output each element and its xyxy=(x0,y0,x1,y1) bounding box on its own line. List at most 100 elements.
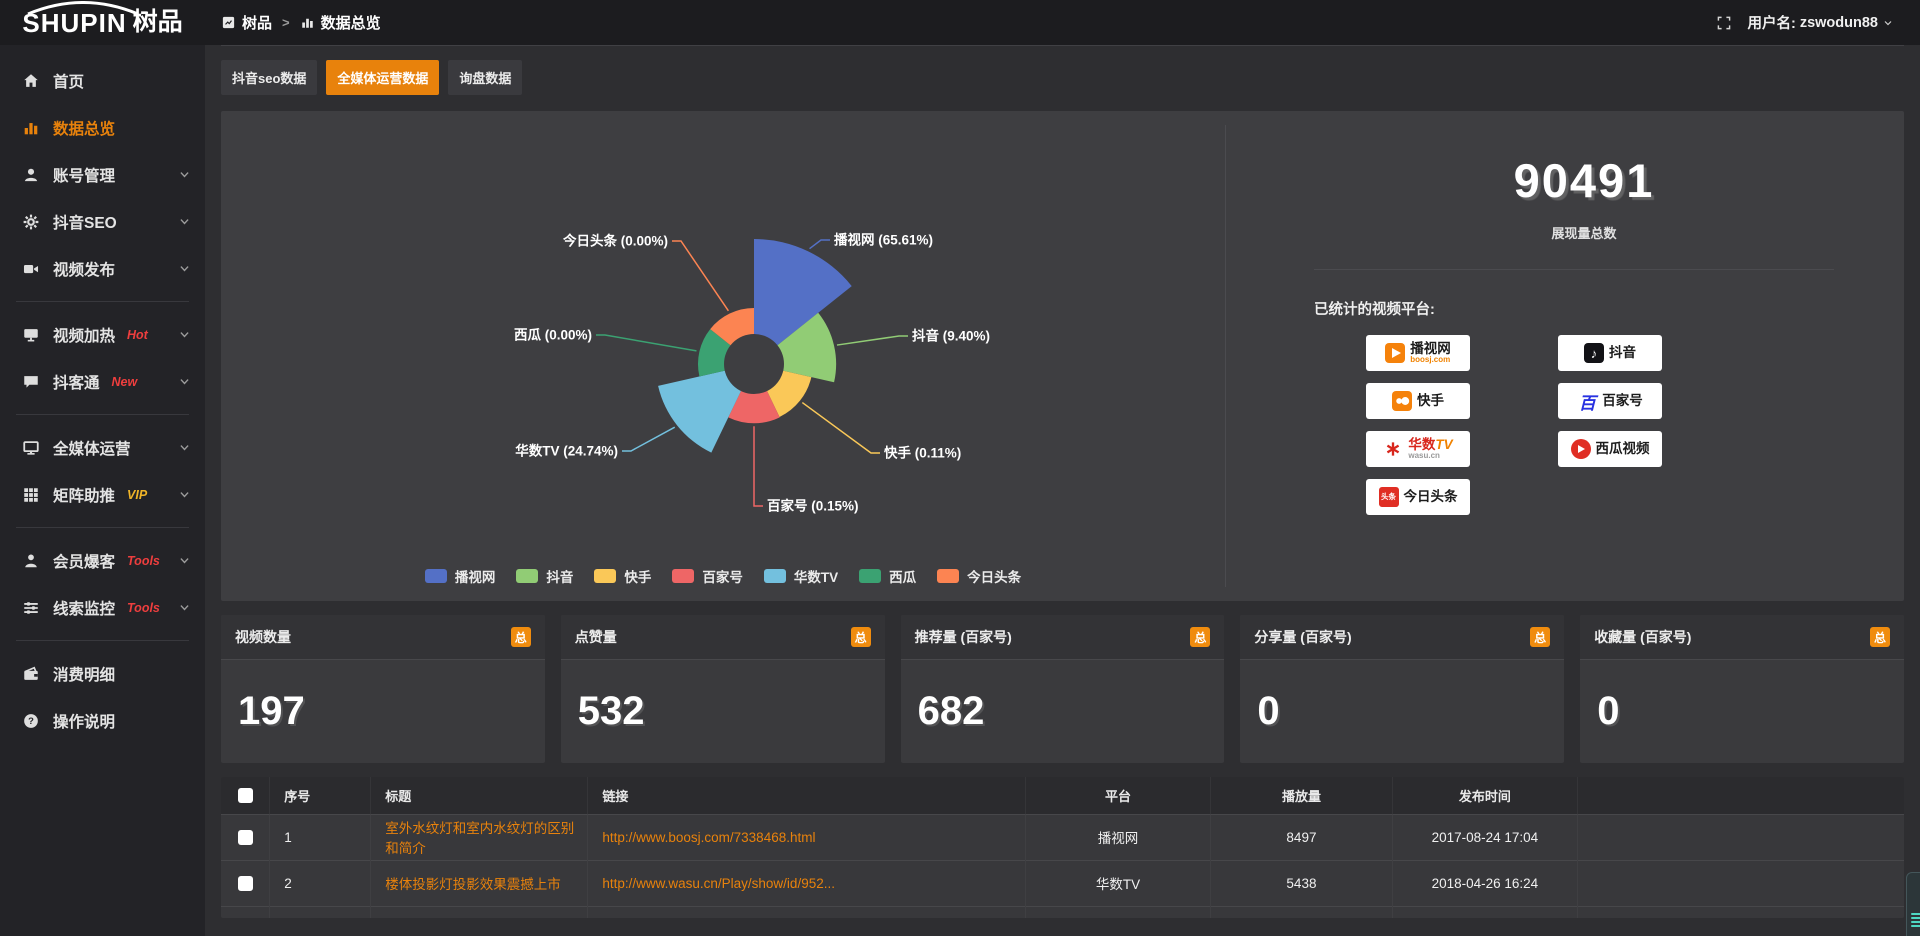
platform-name: 华数TV xyxy=(1408,436,1453,452)
sidebar-item-douketong[interactable]: 抖客通 New xyxy=(0,358,205,405)
row-title[interactable]: 楼体投影灯投影效果震撼上市 xyxy=(370,859,589,906)
row-plays: 5438 xyxy=(1210,859,1393,906)
sidebar-item-member-baoke[interactable]: 会员爆客 Tools xyxy=(0,537,205,584)
toutiao-logo-icon: 头条 xyxy=(1378,487,1399,507)
breadcrumb-item-home[interactable]: 树品 xyxy=(221,12,272,33)
row-empty-cell xyxy=(1577,905,1904,918)
stat-card-4: 收藏量 (百家号) 总 0 xyxy=(1580,615,1904,763)
platforms-grid: 播视网 boosj.com ♪ 抖音快手 百百家号华数TV wasu.cn 西瓜视频头条 今日… xyxy=(1366,335,1854,515)
table-header-5: 发布时间 xyxy=(1392,777,1578,814)
legend-swatch xyxy=(516,569,539,583)
tab-inquiry-data[interactable]: 询盘数据 xyxy=(448,60,523,95)
boosj-logo-icon xyxy=(1385,343,1406,363)
row-title[interactable]: 室外水纹灯和室内水纹灯的区别和简介 xyxy=(370,813,589,860)
chevron-down-icon xyxy=(178,262,191,275)
stat-card-value: 0 xyxy=(1597,689,1620,733)
legend-item[interactable]: 百家号 xyxy=(672,566,743,586)
platform-name: 西瓜视频 xyxy=(1595,440,1650,456)
legend-item[interactable]: 华数TV xyxy=(763,566,838,586)
stat-card-header: 收藏量 (百家号) 总 xyxy=(1580,615,1904,660)
sidebar-item-omnimedia-operation[interactable]: 全媒体运营 xyxy=(0,424,205,471)
sidebar-item-video-publish[interactable]: 视频发布 xyxy=(0,245,205,292)
rose-pie-chart[interactable]: 播视网 (65.61%) 抖音 (9.40%) 快手 (0.11%) 百家号 (0.1… xyxy=(221,111,1225,531)
platform-badge-toutiao[interactable]: 头条 今日头条 xyxy=(1366,479,1470,515)
sidebar-item-matrix-boost[interactable]: 矩阵助推 VIP xyxy=(0,471,205,518)
row-link[interactable]: http://www.wasu.cn/Play/show/id/952... xyxy=(587,859,1026,906)
sidebar-item-tag: Tools xyxy=(127,553,160,568)
sidebar-item-account-management[interactable]: 账号管理 xyxy=(0,151,205,198)
pie-label: 快手 (0.11%) xyxy=(884,445,961,461)
stat-card-header: 分享量 (百家号) 总 xyxy=(1240,615,1565,660)
sidebar-item-label: 抖客通 xyxy=(53,374,100,392)
legend-swatch xyxy=(937,569,960,583)
breadcrumb-item-current[interactable]: 数据总览 xyxy=(300,12,381,33)
total-badge[interactable]: 总 xyxy=(1530,627,1551,647)
floating-service-widget[interactable] xyxy=(1906,872,1920,936)
sidebar: 首页 数据总览 账号管理 抖音SEO 视频发布 视频加热 Hot 抖客通 New 全媒体运营 矩阵助… xyxy=(0,45,205,936)
platform-badge-boosj[interactable]: 播视网 boosj.com xyxy=(1366,335,1470,371)
platform-badge-xigua[interactable]: 西瓜视频 xyxy=(1558,431,1662,467)
row-platform: 华数TV xyxy=(1025,859,1212,906)
sidebar-item-label: 抖音SEO xyxy=(53,214,117,232)
sidebar-item-data-overview[interactable]: 数据总览 xyxy=(0,104,205,151)
row-link[interactable] xyxy=(587,905,1026,918)
widget-bar xyxy=(1911,925,1920,927)
gear-icon xyxy=(22,213,40,231)
impressions-total-value: 90491 xyxy=(1513,154,1655,207)
legend-label: 西瓜 xyxy=(889,570,917,585)
fullscreen-icon[interactable] xyxy=(1716,15,1732,31)
sidebar-item-douyin-seo[interactable]: 抖音SEO xyxy=(0,198,205,245)
select-all-checkbox[interactable] xyxy=(237,787,253,803)
legend-swatch xyxy=(859,569,882,583)
row-platform xyxy=(1025,905,1212,918)
chevron-down-icon xyxy=(178,215,191,228)
total-badge[interactable]: 总 xyxy=(1869,627,1890,647)
legend-label: 百家号 xyxy=(702,570,743,585)
pie-slice-4[interactable] xyxy=(658,364,754,453)
pie-label: 抖音 (9.40%) xyxy=(912,328,990,344)
baijiahao-logo-icon: 百 xyxy=(1578,393,1596,413)
row-index: 1 xyxy=(269,813,372,860)
total-badge[interactable]: 总 xyxy=(1190,627,1211,647)
platform-name: 百家号 xyxy=(1602,392,1643,408)
sidebar-item-operation-guide[interactable]: ? 操作说明 xyxy=(0,697,205,744)
pie-center-hole xyxy=(724,334,784,394)
sidebar-item-label: 会员爆客 xyxy=(53,553,116,571)
platform-badge-kuaishou[interactable]: 快手 xyxy=(1366,383,1470,419)
platform-badge-wasu[interactable]: 华数TV wasu.cn xyxy=(1366,431,1470,467)
stat-card-1: 点赞量 总 532 xyxy=(560,615,885,763)
sidebar-item-label: 矩阵助推 xyxy=(53,487,116,505)
summary-divider xyxy=(1314,269,1834,270)
legend-item[interactable]: 快手 xyxy=(594,566,651,586)
sidebar-item-label: 操作说明 xyxy=(53,713,116,731)
platform-badge-douyin[interactable]: ♪ 抖音 xyxy=(1558,335,1662,371)
total-badge[interactable]: 总 xyxy=(850,627,871,647)
sidebar-item-lead-monitoring[interactable]: 线索监控 Tools xyxy=(0,584,205,631)
total-badge[interactable]: 总 xyxy=(510,627,531,647)
pie-label: 百家号 (0.15%) xyxy=(767,498,859,514)
legend-item[interactable]: 抖音 xyxy=(516,566,573,586)
stat-card-body: 532 xyxy=(561,660,885,763)
sidebar-item-home[interactable]: 首页 xyxy=(0,57,205,104)
topbar: SHUPIN 树品 树品 > 数据总览 用户名: zswodun88 xyxy=(0,0,1920,45)
chevron-down-icon xyxy=(178,375,191,388)
tab-omnimedia-data[interactable]: 全媒体运营数据 xyxy=(326,60,440,95)
row-link[interactable]: http://www.boosj.com/7338468.html xyxy=(587,813,1026,860)
legend-item[interactable]: 今日头条 xyxy=(937,566,1021,586)
platform-badge-baijiahao[interactable]: 百百家号 xyxy=(1558,383,1662,419)
sidebar-item-consumption-details[interactable]: 消费明细 xyxy=(0,650,205,697)
pie-slice-0[interactable] xyxy=(754,239,852,364)
row-checkbox-cell xyxy=(221,813,271,860)
row-checkbox[interactable] xyxy=(237,875,253,891)
row-title[interactable] xyxy=(370,905,589,918)
row-checkbox[interactable] xyxy=(237,829,253,845)
user-menu[interactable]: 用户名: zswodun88 xyxy=(1748,12,1895,33)
tab-douyin-seo-data[interactable]: 抖音seo数据 xyxy=(221,60,318,95)
pie-label-line xyxy=(809,239,830,250)
monitor-icon xyxy=(22,439,40,457)
sidebar-item-video-heating[interactable]: 视频加热 Hot xyxy=(0,311,205,358)
app-square-icon xyxy=(221,15,236,30)
legend-item[interactable]: 播视网 xyxy=(424,566,495,586)
table-header-checkbox xyxy=(221,777,271,814)
legend-item[interactable]: 西瓜 xyxy=(859,566,916,586)
